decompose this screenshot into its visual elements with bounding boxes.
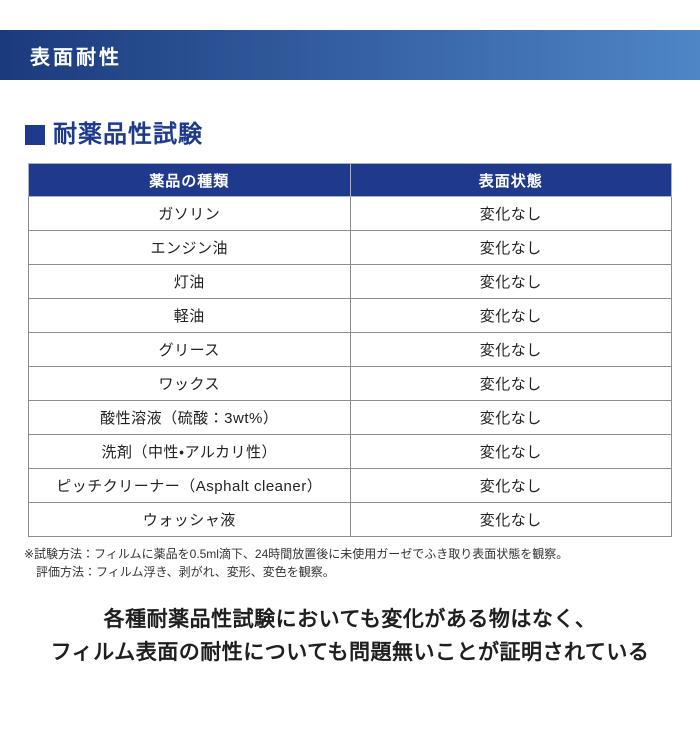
chemical-cell: ガソリン: [28, 196, 351, 231]
table-row: グリース 変化なし: [28, 332, 672, 367]
table-row: ピッチクリーナー（Asphalt cleaner） 変化なし: [28, 468, 672, 503]
state-cell: 変化なし: [349, 468, 672, 503]
section-banner: 表面耐性: [0, 30, 700, 80]
table-row: 軽油 変化なし: [28, 298, 672, 333]
chemical-cell: ウォッシャ液: [28, 502, 351, 537]
state-cell: 変化なし: [349, 264, 672, 299]
table-row: ワックス 変化なし: [28, 366, 672, 401]
banner-title: 表面耐性: [30, 46, 122, 69]
table-row: エンジン油 変化なし: [28, 230, 672, 265]
state-cell: 変化なし: [349, 332, 672, 367]
chemical-cell: ワックス: [28, 366, 351, 401]
chemical-cell: 酸性溶液（硫酸：3wt%）: [28, 400, 351, 435]
chemical-cell: グリース: [28, 332, 351, 367]
test-method-footnote: ※試験方法：フィルムに薬品を0.5ml滴下、24時間放置後に未使用ガーゼでふき取…: [24, 545, 700, 581]
chemical-cell: ピッチクリーナー（Asphalt cleaner）: [28, 468, 351, 503]
state-cell: 変化なし: [349, 434, 672, 469]
column-header-surface: 表面状態: [349, 163, 672, 197]
table-row: 酸性溶液（硫酸：3wt%） 変化なし: [28, 400, 672, 435]
section-heading: 耐薬品性試験: [25, 120, 700, 150]
conclusion-line-1: 各種耐薬品性試験においても変化がある物はなく、: [103, 608, 597, 631]
table-header-row: 薬品の種類 表面状態: [28, 163, 672, 197]
conclusion-text: 各種耐薬品性試験においても変化がある物はなく、 フィルム表面の耐性についても問題…: [0, 603, 700, 669]
column-header-chemical: 薬品の種類: [28, 163, 351, 197]
table-row: 洗剤（中性・アルカリ性） 変化なし: [28, 434, 672, 469]
state-cell: 変化なし: [349, 298, 672, 333]
table-row: ウォッシャ液 変化なし: [28, 502, 672, 537]
state-cell: 変化なし: [349, 366, 672, 401]
chemical-cell: 洗剤（中性・アルカリ性）: [28, 434, 351, 469]
table-row: ガソリン 変化なし: [28, 196, 672, 231]
chemical-cell: 灯油: [28, 264, 351, 299]
footnote-line-2: 評価方法：フィルム浮き、剥がれ、変形、変色を観察。: [36, 565, 335, 579]
section-heading-label: 耐薬品性試験: [53, 121, 203, 148]
table-row: 灯油 変化なし: [28, 264, 672, 299]
conclusion-line-2: フィルム表面の耐性についても問題無いことが証明されている: [50, 641, 650, 664]
state-cell: 変化なし: [349, 400, 672, 435]
state-cell: 変化なし: [349, 230, 672, 265]
state-cell: 変化なし: [349, 196, 672, 231]
chemical-cell: エンジン油: [28, 230, 351, 265]
state-cell: 変化なし: [349, 502, 672, 537]
chemical-cell: 軽油: [28, 298, 351, 333]
square-bullet-icon: [25, 125, 45, 145]
footnote-line-1: ※試験方法：フィルムに薬品を0.5ml滴下、24時間放置後に未使用ガーゼでふき取…: [24, 547, 569, 561]
chemical-resistance-table: 薬品の種類 表面状態 ガソリン 変化なし エンジン油 変化なし 灯油 変化なし …: [28, 163, 672, 537]
